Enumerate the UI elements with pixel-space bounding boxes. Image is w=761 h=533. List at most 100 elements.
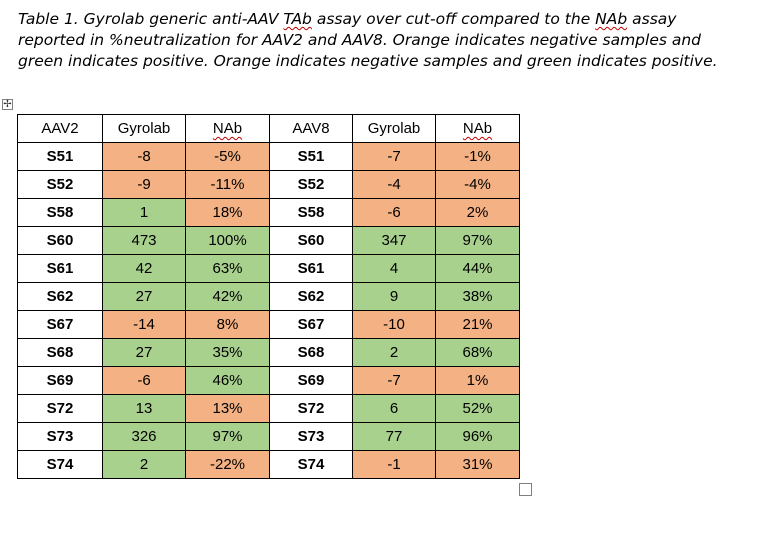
table-row: S73 326 97% S73 77 96% [17, 422, 520, 451]
gyrolab-aav8-cell: 6 [352, 394, 436, 423]
gyrolab-aav2-cell: -14 [102, 310, 186, 339]
sample-aav2-cell: S68 [17, 338, 103, 367]
caption-tab-word: TAb [283, 10, 312, 28]
gyrolab-aav8-cell: 347 [352, 226, 436, 255]
table-body: S51 -8 -5% S51 -7 -1% S52 -9 -11% S52 -4 -4% S58 1 18%… [17, 142, 520, 479]
results-table: AAV2 Gyrolab NAb AAV8 Gyrolab NAb S51 -8-… [17, 114, 520, 479]
header-gyrolab-aav8: Gyrolab [352, 114, 436, 143]
sample-aav8-cell: S62 [269, 282, 353, 311]
table-row: S69 -6 46% S69 -7 1% [17, 366, 520, 395]
nab-aav8-cell: -1% [435, 142, 520, 171]
nab-aav8-cell: 1% [435, 366, 520, 395]
table-row: S60 473 100% S60 347 97% [17, 226, 520, 255]
sample-aav8-cell: S73 [269, 422, 353, 451]
nab-aav8-cell: 38% [435, 282, 520, 311]
gyrolab-aav8-cell: -7 [352, 142, 436, 171]
gyrolab-aav2-cell: -6 [102, 366, 186, 395]
gyrolab-aav8-cell: 77 [352, 422, 436, 451]
nab-aav8-cell: 52% [435, 394, 520, 423]
sample-aav2-cell: S74 [17, 450, 103, 479]
gyrolab-aav2-cell: -9 [102, 170, 186, 199]
gyrolab-aav2-cell: -8 [102, 142, 186, 171]
nab-aav2-cell: 8% [185, 310, 270, 339]
header-gyrolab-aav2: Gyrolab [102, 114, 186, 143]
table-row: S62 27 42% S62 9 38% [17, 282, 520, 311]
nab-aav8-cell: 21% [435, 310, 520, 339]
sample-aav2-cell: S58 [17, 198, 103, 227]
table-resize-handle[interactable] [519, 483, 532, 496]
gyrolab-aav2-cell: 27 [102, 338, 186, 367]
gyrolab-aav8-cell: 9 [352, 282, 436, 311]
table-move-handle-icon[interactable]: ✢ [2, 99, 13, 110]
table-row: S52 -9 -11% S52 -4 -4% [17, 170, 520, 199]
table-caption: Table 1. Gyrolab generic anti-AAV TAb as… [18, 9, 748, 72]
header-row: AAV2 Gyrolab NAb AAV8 Gyrolab NAb [17, 114, 520, 143]
nab-aav2-cell: -22% [185, 450, 270, 479]
sample-aav8-cell: S60 [269, 226, 353, 255]
gyrolab-aav2-cell: 27 [102, 282, 186, 311]
sample-aav8-cell: S68 [269, 338, 353, 367]
nab-aav2-cell: 97% [185, 422, 270, 451]
sample-aav8-cell: S51 [269, 142, 353, 171]
sample-aav8-cell: S69 [269, 366, 353, 395]
sample-aav2-cell: S72 [17, 394, 103, 423]
table-row: S51 -8 -5% S51 -7 -1% [17, 142, 520, 171]
header-aav2: AAV2 [17, 114, 103, 143]
header-aav8: AAV8 [269, 114, 353, 143]
caption-part-3: assay reported in %neutralization for AA… [18, 10, 718, 70]
nab-aav8-cell: 97% [435, 226, 520, 255]
header-nab-aav8-text: NAb [462, 120, 493, 137]
sample-aav2-cell: S61 [17, 254, 103, 283]
caption-part-1: Table 1. Gyrolab generic anti-AAV [18, 10, 284, 28]
gyrolab-aav8-cell: -7 [352, 366, 436, 395]
nab-aav2-cell: 42% [185, 282, 270, 311]
nab-aav2-cell: 46% [185, 366, 270, 395]
gyrolab-aav2-cell: 473 [102, 226, 186, 255]
nab-aav2-cell: 35% [185, 338, 270, 367]
gyrolab-aav2-cell: 13 [102, 394, 186, 423]
nab-aav2-cell: 100% [185, 226, 270, 255]
table-row: S72 13 13% S72 6 52% [17, 394, 520, 423]
sample-aav8-cell: S67 [269, 310, 353, 339]
gyrolab-aav2-cell: 1 [102, 198, 186, 227]
sample-aav8-cell: S72 [269, 394, 353, 423]
gyrolab-aav8-cell: 4 [352, 254, 436, 283]
caption-nab-word: NAb [595, 10, 628, 28]
nab-aav2-cell: 13% [185, 394, 270, 423]
sample-aav2-cell: S51 [17, 142, 103, 171]
sample-aav8-cell: S58 [269, 198, 353, 227]
table-row: S74 2 -22% S74 -1 31% [17, 450, 520, 479]
nab-aav8-cell: 96% [435, 422, 520, 451]
sample-aav2-cell: S62 [17, 282, 103, 311]
nab-aav2-cell: -11% [185, 170, 270, 199]
gyrolab-aav2-cell: 2 [102, 450, 186, 479]
nab-aav2-cell: 18% [185, 198, 270, 227]
sample-aav2-cell: S69 [17, 366, 103, 395]
gyrolab-aav2-cell: 42 [102, 254, 186, 283]
table-row: S61 42 63% S61 4 44% [17, 254, 520, 283]
caption-part-2: assay over cut-off compared to the [311, 10, 596, 28]
table-row: S58 1 18% S58 -6 2% [17, 198, 520, 227]
table-row: S68 27 35% S68 2 68% [17, 338, 520, 367]
sample-aav8-cell: S74 [269, 450, 353, 479]
nab-aav8-cell: 68% [435, 338, 520, 367]
gyrolab-aav8-cell: -4 [352, 170, 436, 199]
gyrolab-aav8-cell: -6 [352, 198, 436, 227]
sample-aav2-cell: S60 [17, 226, 103, 255]
nab-aav8-cell: 44% [435, 254, 520, 283]
nab-aav2-cell: 63% [185, 254, 270, 283]
sample-aav8-cell: S52 [269, 170, 353, 199]
nab-aav8-cell: 31% [435, 450, 520, 479]
sample-aav2-cell: S52 [17, 170, 103, 199]
gyrolab-aav2-cell: 326 [102, 422, 186, 451]
sample-aav8-cell: S61 [269, 254, 353, 283]
nab-aav8-cell: 2% [435, 198, 520, 227]
gyrolab-aav8-cell: 2 [352, 338, 436, 367]
header-nab-aav8: NAb [435, 114, 520, 143]
sample-aav2-cell: S67 [17, 310, 103, 339]
nab-aav8-cell: -4% [435, 170, 520, 199]
header-nab-aav2: NAb [185, 114, 270, 143]
table-row: S67 -14 8% S67 -10 21% [17, 310, 520, 339]
gyrolab-aav8-cell: -1 [352, 450, 436, 479]
header-nab-aav2-text: NAb [212, 120, 243, 137]
